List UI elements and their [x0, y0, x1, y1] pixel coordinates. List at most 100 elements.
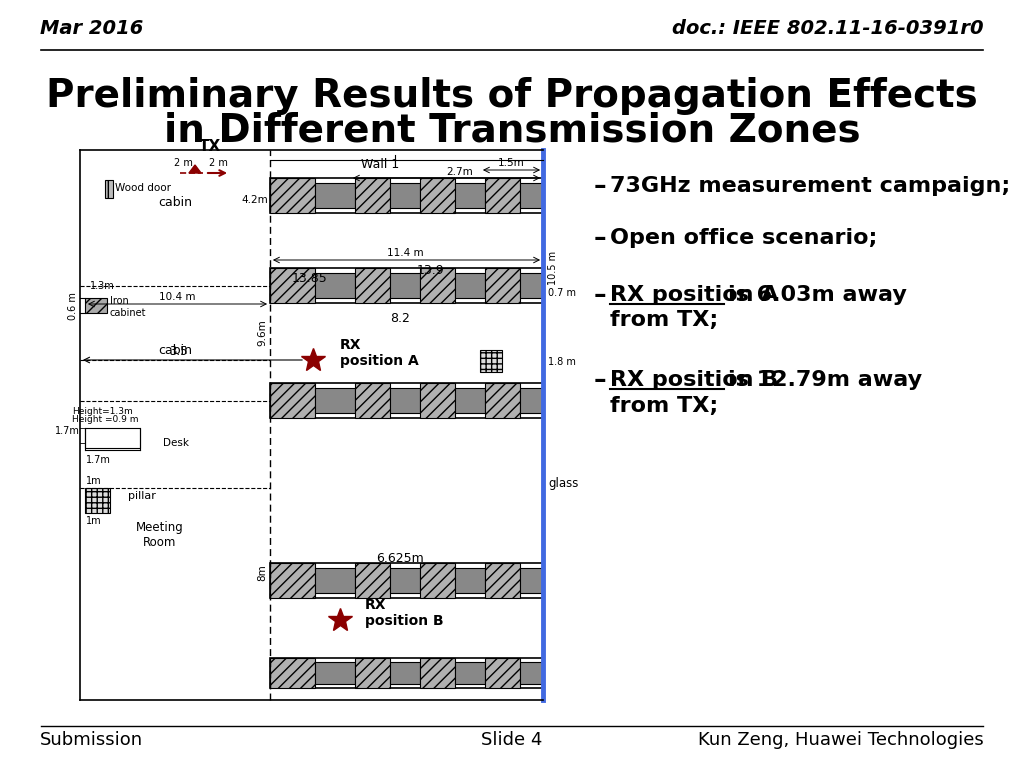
Bar [270, 383, 543, 418]
Text: 8.2: 8.2 [390, 312, 410, 325]
Bar [520, 273, 543, 298]
Bar [420, 563, 455, 598]
Bar [485, 563, 520, 598]
Bar [390, 568, 420, 593]
Text: 1.5m: 1.5m [498, 158, 524, 168]
Text: 11.4 m: 11.4 m [387, 248, 423, 258]
Text: 2.7m: 2.7m [446, 167, 473, 177]
Text: 10.5 m: 10.5 m [548, 251, 558, 285]
Bar [455, 388, 485, 413]
Bar [520, 662, 543, 684]
Text: –: – [594, 174, 606, 198]
Text: is 6.03m away: is 6.03m away [728, 285, 907, 305]
Text: 0.7 m: 0.7 m [548, 288, 575, 298]
Text: is 12.79m away: is 12.79m away [728, 370, 923, 390]
Text: Desk: Desk [163, 438, 189, 448]
Bar [485, 383, 520, 418]
Text: 3.5: 3.5 [169, 345, 187, 358]
Text: Open office scenario;: Open office scenario; [610, 228, 878, 248]
Text: doc.: IEEE 802.11-16-0391r0: doc.: IEEE 802.11-16-0391r0 [673, 19, 984, 38]
Text: RX position A: RX position A [610, 285, 786, 305]
Text: RX
position B: RX position B [365, 598, 443, 628]
Bar [485, 178, 520, 213]
Text: 1.7m: 1.7m [86, 455, 111, 465]
Bar [270, 383, 315, 418]
Text: RX
position A: RX position A [340, 338, 419, 368]
Text: –: – [594, 368, 606, 392]
Text: Meeting
Room: Meeting Room [136, 521, 184, 549]
Bar [270, 268, 315, 303]
Text: 10.4 m: 10.4 m [159, 292, 196, 302]
Bar [420, 383, 455, 418]
Text: Wall 1: Wall 1 [360, 158, 399, 171]
Text: Kun Zeng, Huawei Technologies: Kun Zeng, Huawei Technologies [698, 731, 984, 749]
Bar [520, 388, 543, 413]
Bar [520, 183, 543, 208]
Text: 13.9: 13.9 [416, 264, 443, 277]
Text: Submission: Submission [40, 731, 143, 749]
Text: 9.6m: 9.6m [257, 319, 267, 346]
Bar [520, 568, 543, 593]
Text: cabin: cabin [158, 197, 193, 210]
Bar [390, 273, 420, 298]
Bar [270, 178, 315, 213]
Bar [85, 488, 110, 513]
Text: Height=1.3m: Height=1.3m [72, 406, 133, 415]
Text: 1m: 1m [86, 516, 101, 526]
Bar [455, 183, 485, 208]
Bar [420, 178, 455, 213]
Bar [455, 568, 485, 593]
Bar [455, 662, 485, 684]
Text: pillar: pillar [128, 491, 156, 501]
Text: glass: glass [548, 476, 579, 489]
Text: Height =0.9 m: Height =0.9 m [72, 415, 138, 425]
Bar [315, 662, 355, 684]
Bar [485, 268, 520, 303]
Bar [315, 388, 355, 413]
Bar [105, 180, 113, 198]
Text: Iron
cabinet: Iron cabinet [110, 296, 146, 318]
Bar [270, 268, 543, 303]
Bar [355, 658, 390, 688]
Bar [455, 273, 485, 298]
Text: TX: TX [199, 139, 221, 154]
Bar [420, 658, 455, 688]
Bar [85, 298, 106, 313]
Text: Preliminary Results of Propagation Effects: Preliminary Results of Propagation Effec… [46, 77, 978, 115]
Bar [270, 658, 315, 688]
Text: 8m: 8m [257, 564, 267, 581]
Bar [390, 388, 420, 413]
Text: in Different Transmission Zones: in Different Transmission Zones [164, 111, 860, 149]
Bar [85, 428, 140, 448]
Text: 1.7m: 1.7m [55, 426, 80, 436]
Text: Mar 2016: Mar 2016 [40, 19, 143, 38]
Text: 4.2m: 4.2m [242, 195, 268, 205]
Bar [480, 350, 502, 372]
Polygon shape [189, 165, 201, 173]
Text: 1m: 1m [86, 476, 101, 486]
Text: 1.8 m: 1.8 m [548, 357, 575, 367]
Bar [315, 568, 355, 593]
Bar [270, 563, 315, 598]
Bar [420, 268, 455, 303]
Text: 1.3m: 1.3m [90, 281, 115, 291]
Bar [355, 563, 390, 598]
Bar [270, 178, 543, 213]
Bar [315, 273, 355, 298]
Text: –: – [594, 226, 606, 250]
Bar [355, 178, 390, 213]
Bar [390, 662, 420, 684]
Text: 6.625m: 6.625m [376, 551, 424, 564]
Bar [270, 563, 543, 598]
Text: from TX;: from TX; [610, 310, 718, 330]
Text: –: – [594, 283, 606, 307]
Text: from TX;: from TX; [610, 396, 718, 416]
Text: 73GHz measurement campaign;: 73GHz measurement campaign; [610, 176, 1011, 196]
Text: Slide 4: Slide 4 [481, 731, 543, 749]
Bar [355, 268, 390, 303]
Bar [390, 183, 420, 208]
Bar [485, 658, 520, 688]
Text: cabin: cabin [158, 343, 193, 356]
Text: 2 m: 2 m [173, 158, 193, 168]
Text: 2 m: 2 m [209, 158, 227, 168]
